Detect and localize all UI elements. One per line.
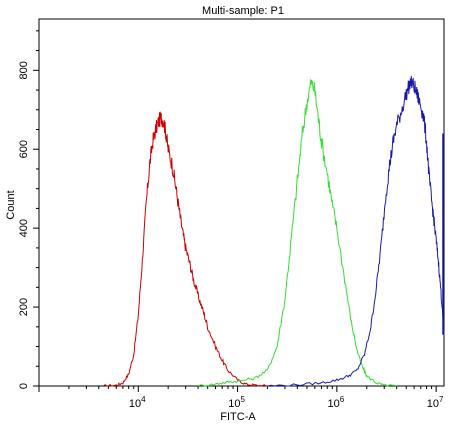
x-tick-label: 106: [328, 395, 345, 410]
plot-frame: [38, 18, 445, 387]
series-line-2: [197, 79, 397, 387]
y-tick-label: 600: [18, 140, 30, 158]
y-axis-label: Count: [5, 190, 17, 219]
x-tick-label: 104: [129, 395, 146, 410]
series-line-3: [267, 75, 445, 387]
y-tick-label: 800: [18, 61, 30, 79]
x-tick-label: 107: [427, 395, 444, 410]
axis-ticks: 104 105 106 107 0 200 400 600 800: [18, 30, 444, 410]
y-tick-label: 400: [18, 219, 30, 237]
series-line-1: [103, 111, 268, 387]
x-axis-label: FITC-A: [220, 411, 256, 423]
series-group: [103, 75, 445, 387]
y-tick-label: 200: [18, 298, 30, 316]
chart-title: Multi-sample: P1: [202, 5, 284, 17]
x-tick-label: 105: [228, 395, 245, 410]
y-tick-label: 0: [18, 383, 30, 389]
